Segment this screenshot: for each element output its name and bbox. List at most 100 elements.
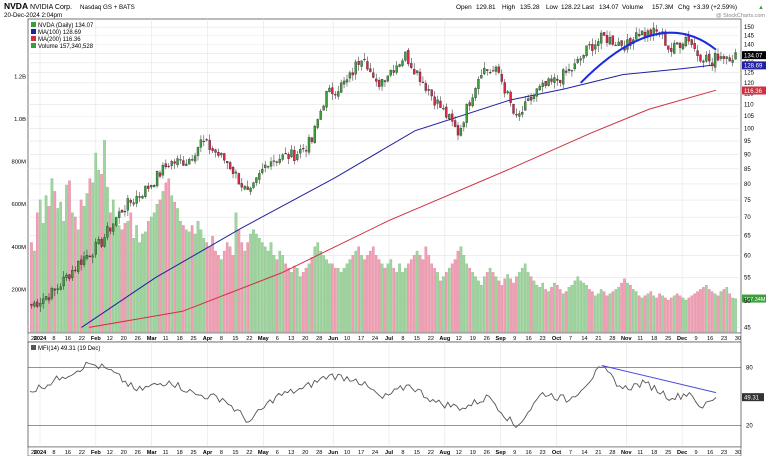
volume-bar xyxy=(681,297,685,333)
volume-bar xyxy=(199,229,203,333)
candle-body xyxy=(538,85,541,90)
candle-body xyxy=(413,68,416,75)
volume-bar xyxy=(667,299,670,333)
company-name: NVIDIA Corp. xyxy=(30,4,72,11)
date-tick-label: Oct xyxy=(552,336,561,342)
volume-bar xyxy=(474,276,477,333)
date-tick-label: 6 xyxy=(276,336,279,342)
chg-up-arrow-icon: ▲ xyxy=(758,5,764,11)
candle-body xyxy=(190,159,194,161)
mfi-legend: MFI(14) 49.31 (19 Dec) xyxy=(31,345,100,352)
candle-body xyxy=(602,32,606,36)
date-tick-label: 15 xyxy=(232,336,238,342)
candle-body xyxy=(351,72,354,76)
date-tick-label: 22 xyxy=(428,450,434,456)
volume-bar xyxy=(605,295,609,333)
volume-bar xyxy=(722,289,726,333)
date-tick-label: 9 xyxy=(513,336,516,342)
candle-body xyxy=(208,139,211,150)
date-tick-label: 2024 xyxy=(34,336,47,342)
date-tick-label: 8 xyxy=(52,336,55,342)
price-tick-label: 125 xyxy=(744,71,755,77)
volume-bar xyxy=(596,293,600,333)
legend-swatch-price xyxy=(31,22,36,27)
volume-bar xyxy=(211,235,214,333)
volume-bar xyxy=(579,280,583,333)
chg-label: Chg xyxy=(678,4,690,11)
candle-body xyxy=(556,78,559,81)
price-tick-label: 105 xyxy=(744,114,755,120)
date-tick-label: 2024 xyxy=(34,450,47,456)
volume-bar xyxy=(147,221,150,333)
volume-tick-label: 800M xyxy=(11,160,26,166)
volume-bar xyxy=(523,263,527,333)
candle-body xyxy=(348,72,352,79)
low-value: 128.22 xyxy=(561,4,581,11)
candle-body xyxy=(240,183,243,188)
ma200-line xyxy=(89,89,717,328)
candle-body xyxy=(684,37,688,47)
volume-bar xyxy=(418,255,422,333)
candle-body xyxy=(667,45,670,50)
volume-bar xyxy=(526,272,530,333)
date-tick-label: 8 xyxy=(401,450,404,456)
volume-bar xyxy=(699,289,702,333)
volume-bar xyxy=(520,267,524,333)
volume-bar xyxy=(371,246,375,333)
candle-body xyxy=(100,239,103,247)
volume-bar xyxy=(33,250,36,333)
candle-body xyxy=(655,29,658,32)
candle-body xyxy=(85,255,89,259)
candle-body xyxy=(597,41,600,46)
candle-body xyxy=(375,78,378,82)
date-tick-label: 24 xyxy=(372,450,378,456)
date-tick-label: 16 xyxy=(707,450,713,456)
candle-body xyxy=(629,38,632,46)
candle-body xyxy=(281,154,284,160)
volume-bar xyxy=(488,267,492,333)
candle-body xyxy=(120,210,124,213)
date-tick-label: 20 xyxy=(302,450,308,456)
date-tick-label: 8 xyxy=(52,450,55,456)
candle-body xyxy=(427,89,430,91)
candle-body xyxy=(448,114,451,119)
volume-bar xyxy=(611,291,615,333)
candle-body xyxy=(380,79,384,87)
volume-bar xyxy=(702,287,705,333)
high-value: 135.28 xyxy=(520,4,540,11)
volume-bar xyxy=(231,255,235,333)
date-tick-label: 28 xyxy=(609,336,615,342)
candle-body xyxy=(424,83,428,91)
volume-bar xyxy=(509,278,512,333)
date-tick-label: Apr xyxy=(203,450,213,456)
volume-bar xyxy=(272,255,276,333)
volume-bar xyxy=(707,289,711,333)
high-label: High xyxy=(502,4,516,11)
candle-body xyxy=(722,56,726,59)
price-tick-label: 100 xyxy=(744,126,755,132)
volume-bar xyxy=(85,193,89,333)
date-tick-label: 18 xyxy=(651,336,657,342)
date-tick-label: 10 xyxy=(344,450,350,456)
candle-body xyxy=(74,269,77,272)
volume-bar xyxy=(237,229,241,333)
volume-bar xyxy=(626,282,629,333)
candle-body xyxy=(360,60,363,67)
candle-body xyxy=(681,43,685,50)
candle-body xyxy=(170,161,173,166)
candle-body xyxy=(152,185,156,187)
candle-body xyxy=(33,302,36,307)
candle-body xyxy=(261,169,264,173)
candle-body xyxy=(150,185,153,188)
candle-body xyxy=(252,182,255,188)
volume-bar xyxy=(68,180,71,333)
candle-body xyxy=(567,69,571,71)
candle-body xyxy=(88,255,92,258)
volume-bar xyxy=(696,291,699,333)
volume-bar xyxy=(97,169,100,333)
volume-bar xyxy=(345,263,349,333)
date-tick-label: May xyxy=(258,336,270,342)
volume-value: 157.3M xyxy=(652,4,673,11)
volume-bar xyxy=(322,255,325,333)
candle-body xyxy=(535,88,539,97)
